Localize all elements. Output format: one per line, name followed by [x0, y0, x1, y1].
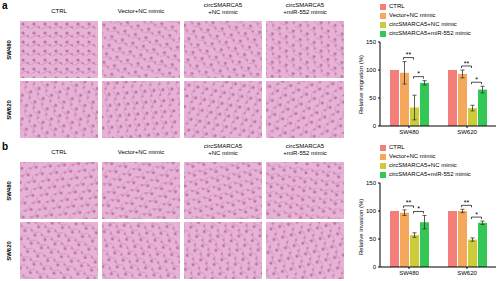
svg-text:*: * [475, 76, 478, 83]
svg-text:*: * [475, 211, 478, 218]
html-text:+miR-552 mimic: +miR-552 mimic [283, 9, 327, 15]
svg-text:SW620: SW620 [457, 129, 477, 135]
html-text:CTRL: CTRL [51, 149, 67, 155]
html-text:a: a [2, 0, 8, 11]
svg-text:*: * [417, 205, 420, 212]
html-text:SW620: SW620 [6, 240, 12, 261]
svg-text:**: ** [406, 51, 412, 58]
html-text:circSMARCA5+NC mimic: circSMARCA5+NC mimic [389, 162, 457, 168]
html-text:+NC mimic: +NC mimic [208, 9, 238, 15]
html-text:circSMARCA5: circSMARCA5 [203, 143, 243, 149]
svg-text:*: * [417, 70, 420, 77]
html-text:CTRL: CTRL [389, 144, 405, 150]
html-text:SW480: SW480 [6, 39, 12, 60]
html-text:circSMARCA5: circSMARCA5 [285, 143, 325, 149]
html-text:CTRL: CTRL [389, 3, 405, 9]
svg-text:**: ** [406, 199, 412, 206]
html-text:circSMARCA5: circSMARCA5 [285, 2, 325, 8]
html-text:b: b [2, 141, 9, 152]
html-text:Vector+NC mimic: Vector+NC mimic [389, 12, 436, 18]
svg-text:**: ** [464, 60, 470, 67]
html-text:CTRL: CTRL [51, 8, 67, 14]
svg-text:SW480: SW480 [399, 129, 419, 135]
svg-text:100: 100 [366, 208, 377, 214]
html-text:circSMARCA5+miR-552 mimic: circSMARCA5+miR-552 mimic [389, 30, 471, 36]
svg-text:SW480: SW480 [399, 270, 419, 276]
svg-text:Relative migration (%): Relative migration (%) [358, 55, 364, 114]
html-text:Vector+NC mimic: Vector+NC mimic [389, 153, 436, 159]
html-text:circSMARCA5: circSMARCA5 [203, 2, 243, 8]
svg-text:150: 150 [366, 180, 377, 186]
svg-text:100: 100 [366, 67, 377, 73]
svg-text:**: ** [464, 199, 470, 206]
html-text:SW620: SW620 [6, 99, 12, 120]
html-text:circSMARCA5+miR-552 mimic: circSMARCA5+miR-552 mimic [389, 171, 471, 177]
svg-text:150: 150 [366, 39, 377, 45]
html-text:+miR-552 mimic: +miR-552 mimic [283, 150, 327, 156]
html-text:Vector+NC mimic: Vector+NC mimic [117, 149, 165, 155]
html-text:+NC mimic: +NC mimic [208, 150, 238, 156]
svg-text:Relative invasion (%): Relative invasion (%) [358, 199, 364, 255]
html-text:Vector+NC mimic: Vector+NC mimic [117, 8, 165, 14]
svg-text:50: 50 [369, 95, 376, 101]
html-text:SW480: SW480 [6, 180, 12, 201]
svg-text:50: 50 [369, 236, 376, 242]
html-text:circSMARCA5+NC mimic: circSMARCA5+NC mimic [389, 21, 457, 27]
svg-text:0: 0 [373, 264, 377, 270]
svg-text:0: 0 [373, 123, 377, 129]
svg-text:SW620: SW620 [457, 270, 477, 276]
